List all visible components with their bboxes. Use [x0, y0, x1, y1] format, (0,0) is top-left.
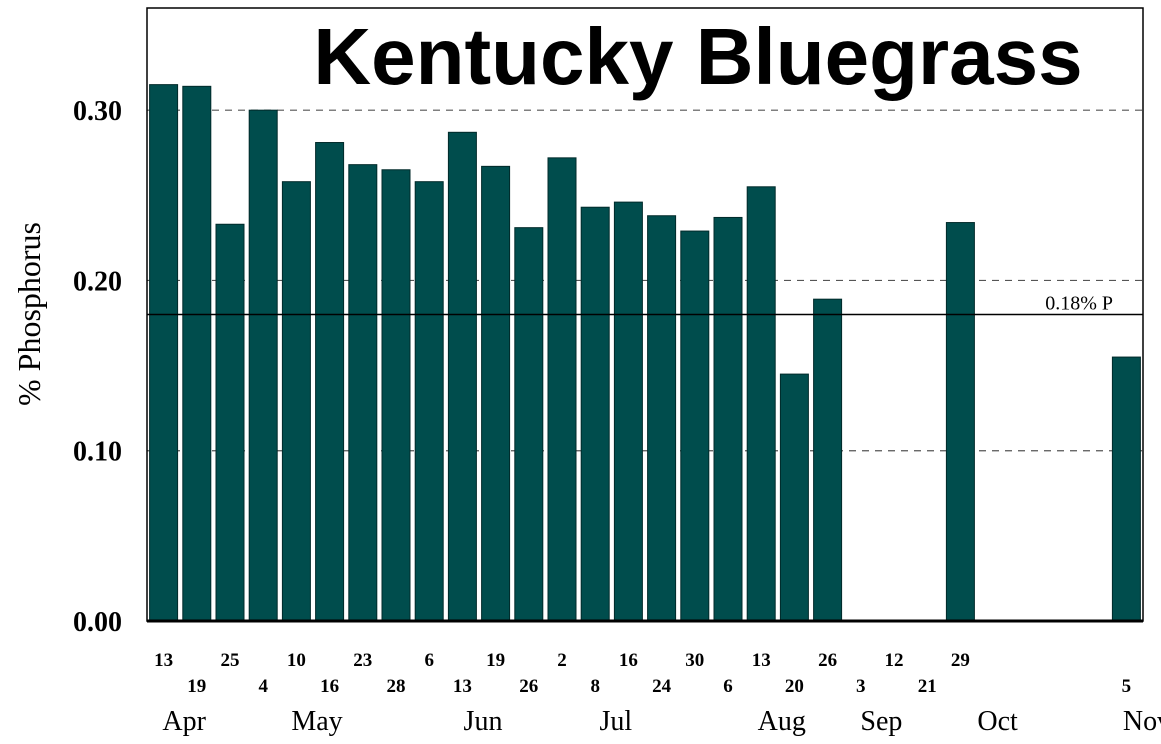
bar [182, 85, 212, 622]
x-tick-label: 19 [486, 650, 505, 671]
x-tick-label: 26 [818, 650, 837, 671]
x-tick-label: 6 [723, 676, 733, 697]
month-labels: Apr May Jun Jul Aug Sep Oct Nov [162, 706, 1161, 737]
x-tick-label: 21 [918, 676, 937, 697]
y-tick-label: 0.30 [73, 96, 122, 127]
bar [514, 227, 544, 622]
bar [945, 222, 975, 622]
bar [414, 181, 444, 622]
reference-line-label: 0.18% P [1045, 293, 1113, 315]
bar [348, 164, 378, 622]
y-axis-label: % Phosphorus [11, 222, 47, 406]
y-tick-label: 0.00 [73, 607, 122, 638]
bar [713, 216, 743, 622]
x-tick-label: 20 [785, 676, 804, 697]
bar [613, 201, 643, 622]
month-label: Nov [1123, 706, 1161, 737]
x-tick-label: 13 [154, 650, 173, 671]
x-tick-label: 8 [590, 676, 600, 697]
x-tick-label: 10 [287, 650, 306, 671]
bar [481, 165, 511, 622]
bar [680, 230, 710, 622]
x-tick-label: 19 [187, 676, 206, 697]
x-tick-labels: 1319254101623286131926281624306132026312… [154, 650, 1131, 697]
month-label: Apr [162, 706, 206, 737]
bar [813, 298, 843, 622]
bar [779, 373, 809, 622]
x-tick-label: 28 [387, 676, 406, 697]
x-tick-label: 2 [557, 650, 567, 671]
x-tick-label: 13 [752, 650, 771, 671]
bar [746, 186, 776, 622]
x-tick-label: 25 [221, 650, 240, 671]
x-tick-label: 5 [1122, 676, 1132, 697]
month-label: Jun [464, 706, 503, 737]
x-tick-label: 6 [424, 650, 434, 671]
x-tick-label: 3 [856, 676, 866, 697]
x-tick-label: 4 [258, 676, 268, 697]
bar [281, 181, 311, 622]
bar [447, 131, 477, 622]
bar [215, 223, 245, 622]
bar [381, 169, 411, 622]
grid-layer [147, 109, 1143, 452]
y-tick-label: 0.10 [73, 437, 122, 468]
x-tick-label: 30 [685, 650, 704, 671]
bar [580, 206, 610, 622]
bar [149, 84, 179, 622]
x-tick-label: 16 [619, 650, 638, 671]
chart-title: Kentucky Bluegrass [313, 12, 1082, 101]
month-label: Aug [758, 706, 806, 737]
x-tick-label: 24 [652, 676, 672, 697]
month-label: May [291, 706, 342, 737]
x-tick-label: 26 [519, 676, 538, 697]
bar [547, 157, 577, 622]
y-tick-label: 0.20 [73, 266, 122, 297]
y-tick-labels: 0.00 0.10 0.20 0.30 [73, 96, 122, 638]
month-label: Oct [977, 706, 1018, 737]
x-tick-label: 16 [320, 676, 339, 697]
x-tick-label: 13 [453, 676, 472, 697]
bars-layer [149, 84, 1141, 622]
x-tick-label: 29 [951, 650, 970, 671]
bar [647, 215, 677, 622]
bar [1111, 356, 1141, 622]
bar [315, 142, 345, 622]
month-label: Sep [860, 706, 902, 737]
bar [248, 109, 278, 622]
x-tick-label: 23 [353, 650, 372, 671]
x-tick-label: 12 [885, 650, 904, 671]
month-label: Jul [599, 706, 632, 737]
